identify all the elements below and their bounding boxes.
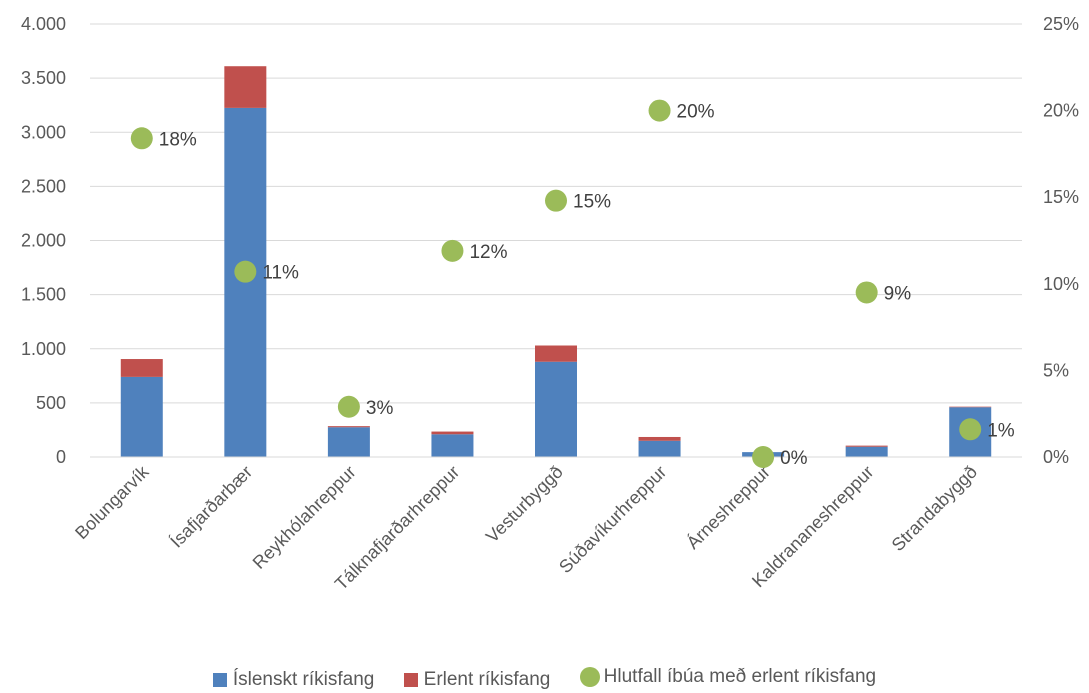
x-category-label: Vesturbyggð: [482, 462, 567, 547]
chart: 05001.0001.5002.0002.5003.0003.5004.000 …: [21, 14, 1079, 594]
bar-erlent: [431, 431, 474, 435]
y2-tick-label: 0%: [1043, 447, 1069, 467]
legend-swatch-green-dot: [579, 667, 600, 687]
x-category-label: Reykhólahreppur: [249, 462, 360, 573]
bar-erlent: [535, 345, 577, 362]
bar-islenskt: [327, 427, 370, 457]
y-tick-label: 3.500: [21, 68, 66, 88]
ratio-point: [130, 127, 153, 150]
legend-item-hlutfall: Hlutfall íbúa með erlent ríkisfang: [579, 666, 877, 688]
y-tick-label: 3.000: [21, 122, 66, 142]
bar-series: [120, 66, 992, 458]
y2-tick-label: 5%: [1043, 360, 1069, 380]
x-category-label: Árneshreppur: [683, 462, 774, 553]
y-axis-left: 0 500 1.000 1.500 2.000 2.500 3.000 3.500 4.000: [21, 14, 66, 467]
legend-label-erlent: Erlent ríkisfang: [423, 669, 551, 690]
legend-swatch-blue: [212, 673, 227, 687]
y-tick-label: 1.500: [21, 285, 66, 305]
legend-swatch-red: [403, 673, 418, 687]
ratio-data-label: 18%: [159, 129, 197, 150]
ratio-data-label: 1%: [987, 420, 1015, 441]
y2-tick-label: 10%: [1043, 274, 1079, 294]
x-category-label: Súðavíkurhreppur: [555, 462, 670, 577]
bar-islenskt: [431, 434, 474, 457]
legend: Íslenskt ríkisfang Erlent ríkisfang Hlut…: [0, 666, 1089, 693]
ratio-data-label: 3%: [366, 398, 394, 419]
x-axis-categories: Bolungarvík ÍsafjarðarbærReykhólahreppurT…: [71, 461, 981, 594]
bar-erlent: [845, 445, 888, 447]
legend-item-islenskt: Íslenskt ríkisfang: [212, 669, 375, 691]
bar-erlent: [949, 406, 992, 408]
bar-erlent: [120, 359, 163, 377]
bar-islenskt: [120, 376, 163, 457]
bar-islenskt: [535, 361, 577, 457]
ratio-point: [959, 418, 982, 441]
bar-erlent: [224, 66, 267, 108]
ratio-data-label: 15%: [573, 192, 611, 213]
y2-tick-label: 20%: [1043, 101, 1079, 121]
legend-label-islenskt: Íslenskt ríkisfang: [232, 669, 375, 690]
x-category-label: Ísafjarðarbær: [166, 462, 256, 552]
bar-erlent: [638, 436, 681, 441]
legend-item-erlent: Erlent ríkisfang: [403, 669, 551, 691]
bar-islenskt: [638, 440, 681, 457]
ratio-point: [545, 189, 567, 212]
ratio-point: [752, 446, 775, 468]
y-axis-right: 0% 5% 10% 15% 20% 25%: [1043, 14, 1079, 467]
y2-tick-label: 15%: [1043, 187, 1079, 207]
y-tick-label: 4.000: [21, 14, 66, 34]
ratio-points: 18% 11% 3% 12% 15% 20% 0% 9% 1%: [130, 99, 1015, 469]
y-tick-label: 2.500: [21, 176, 66, 196]
y-tick-label: 2.000: [21, 231, 66, 251]
x-category-label: Bolungarvík: [71, 461, 153, 543]
ratio-data-label: 20%: [677, 102, 715, 123]
ratio-data-label: 0%: [780, 448, 808, 469]
ratio-point: [441, 239, 464, 262]
legend-label-hlutfall: Hlutfall íbúa með erlent ríkisfang: [603, 666, 877, 687]
y-tick-label: 500: [36, 393, 66, 413]
ratio-point: [234, 260, 257, 283]
ratio-data-label: 12%: [469, 242, 507, 263]
ratio-point: [337, 395, 360, 418]
bar-erlent: [327, 426, 370, 428]
y2-tick-label: 25%: [1043, 14, 1079, 34]
ratio-data-label: 11%: [262, 263, 299, 284]
ratio-data-label: 9%: [884, 283, 912, 304]
y-tick-label: 0: [56, 447, 66, 467]
y-tick-label: 1.000: [21, 339, 66, 359]
x-category-label: Strandabyggð: [888, 462, 981, 555]
ratio-point: [855, 281, 878, 304]
bar-islenskt: [845, 446, 888, 457]
ratio-point: [648, 99, 671, 122]
